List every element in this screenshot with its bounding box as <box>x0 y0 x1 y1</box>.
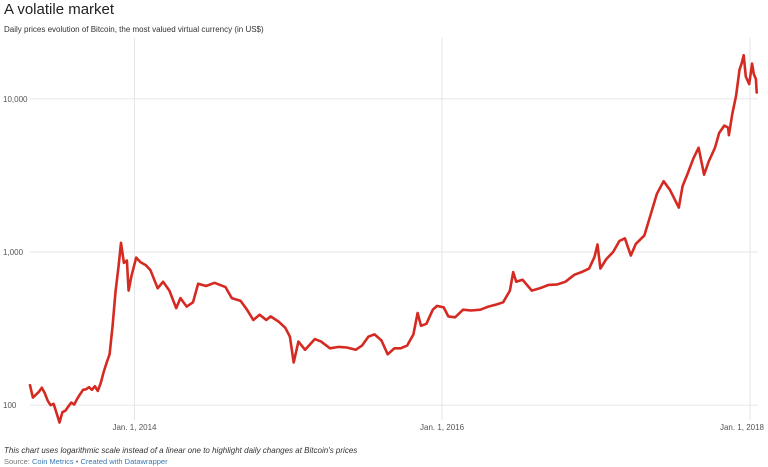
y-tick-label: 100 <box>3 401 17 410</box>
x-tick-label: Jan. 1, 2016 <box>420 423 465 432</box>
source-line: Source: Coin Metrics • Created with Data… <box>4 457 168 466</box>
y-tick-label: 10,000 <box>3 95 28 104</box>
source-separator: • <box>75 457 79 466</box>
tick-layer: 100 1,000 10,000 Jan. 1, 2014 Jan. 1, 2016 Ja… <box>3 95 765 432</box>
credit-link[interactable]: Created with Datawrapper <box>80 457 168 466</box>
x-tick-label: Jan. 1, 2014 <box>112 423 157 432</box>
source-link[interactable]: Coin Metrics <box>31 457 74 466</box>
series-layer <box>28 53 759 424</box>
chart-note: This chart uses logarithmic scale instea… <box>4 446 358 455</box>
price-series-line <box>28 53 759 424</box>
x-tick-label: Jan. 1, 2018 <box>720 423 765 432</box>
chart-subtitle: Daily prices evolution of Bitcoin, the m… <box>4 25 264 34</box>
source-label: Source: <box>4 457 30 466</box>
chart-title: A volatile market <box>4 1 115 18</box>
grid-layer <box>30 38 758 420</box>
y-tick-label: 1,000 <box>3 248 24 257</box>
